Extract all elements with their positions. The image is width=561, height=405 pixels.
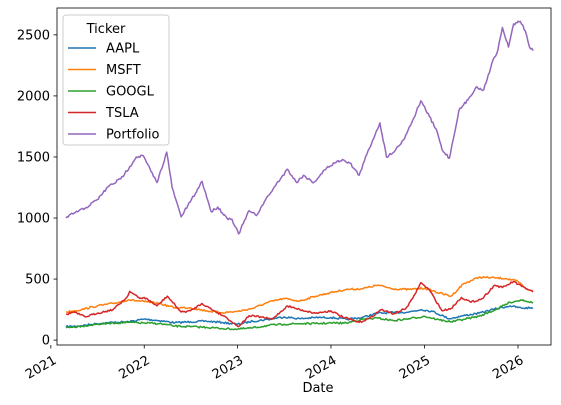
x-axis: 2021 2022 2023 2024 2025 2026: [23, 345, 526, 383]
x-tick-label: 2024: [303, 353, 339, 383]
y-tick-label: 2000: [17, 89, 50, 104]
series-line-aapl: [65, 305, 534, 329]
x-tick-label: 2021: [23, 353, 59, 383]
series-layer: [65, 20, 534, 331]
series-line-portfolio: [65, 20, 534, 235]
x-tick-label: 2022: [116, 353, 152, 383]
legend-label-tsla: TSLA: [105, 106, 139, 121]
legend-label-aapl: AAPL: [106, 42, 140, 57]
y-tick-label: 1000: [17, 212, 50, 227]
legend-title: Ticker: [86, 22, 126, 37]
series-line-googl: [65, 299, 534, 331]
y-tick-label: 2500: [17, 28, 50, 43]
series-line-tsla: [65, 280, 534, 328]
y-tick-label: 0: [42, 334, 50, 349]
legend: Ticker AAPL MSFT GOOGL TSLA Portfolio: [62, 14, 170, 146]
y-tick-label: 500: [25, 273, 50, 288]
series-line-msft: [65, 275, 534, 314]
x-axis-title: Date: [302, 381, 333, 396]
x-tick-label: 2026: [490, 353, 526, 383]
legend-label-portfolio: Portfolio: [106, 128, 160, 143]
x-tick-label: 2025: [397, 353, 433, 383]
x-tick-label: 2023: [210, 353, 246, 383]
legend-items: AAPL MSFT GOOGL TSLA Portfolio: [68, 42, 160, 143]
axes-frame: [56, 7, 552, 346]
y-tick-label: 1500: [17, 150, 50, 165]
legend-label-msft: MSFT: [106, 63, 141, 78]
legend-label-googl: GOOGL: [106, 85, 155, 100]
y-axis: 0 500 1000 1500 2000 2500: [17, 28, 57, 349]
